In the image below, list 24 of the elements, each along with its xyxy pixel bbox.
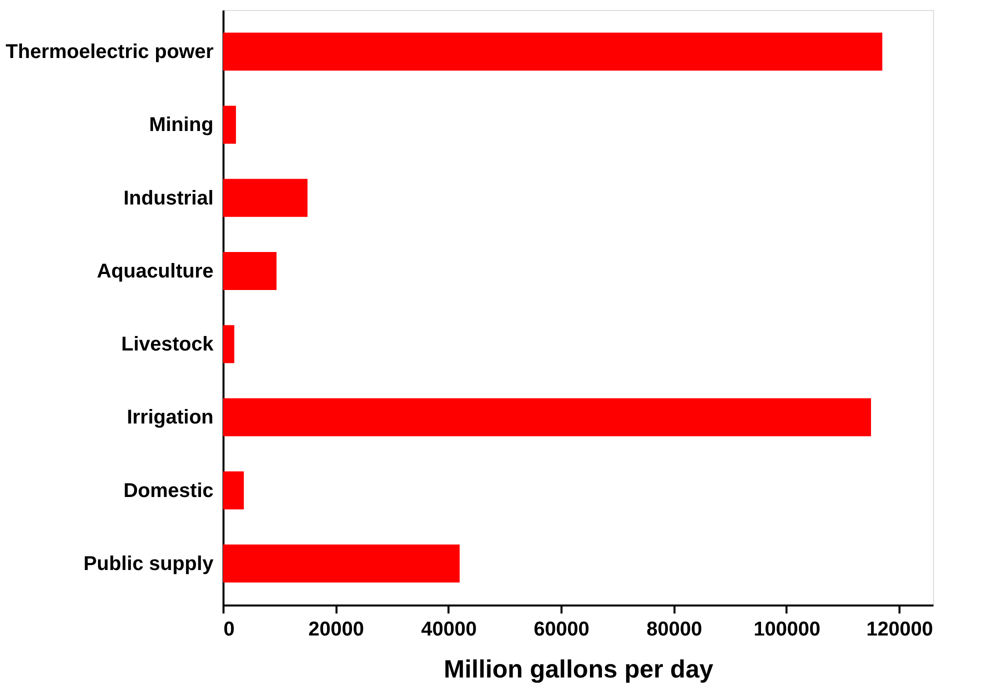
x-tick-label: 20000 (308, 618, 364, 640)
x-tick-label: 120000 (866, 618, 934, 640)
bar (223, 471, 244, 510)
y-tick-label: Domestic (123, 480, 214, 502)
y-tick-label: Aquaculture (96, 260, 214, 282)
x-axis-title: Million gallons per day (444, 656, 714, 684)
y-tick-label: Livestock (121, 334, 214, 356)
y-tick-label: Mining (149, 114, 214, 136)
x-tick-label: 80000 (646, 618, 702, 640)
bar (223, 106, 236, 144)
x-tick-label: 40000 (421, 618, 477, 640)
bar (223, 398, 872, 436)
y-tick-label: Thermoelectric power (6, 41, 214, 64)
bar (223, 325, 234, 364)
y-tick-label: Irrigation (126, 406, 214, 429)
bar (223, 178, 308, 217)
bar (223, 32, 882, 71)
x-tick-label: 100000 (754, 618, 820, 640)
x-tick-label: 0 (224, 618, 235, 640)
y-tick-label: Industrial (123, 187, 214, 210)
bar (223, 544, 460, 582)
y-tick-label: Public supply (83, 552, 214, 575)
bar (223, 252, 277, 290)
x-tick-label: 60000 (534, 618, 590, 640)
